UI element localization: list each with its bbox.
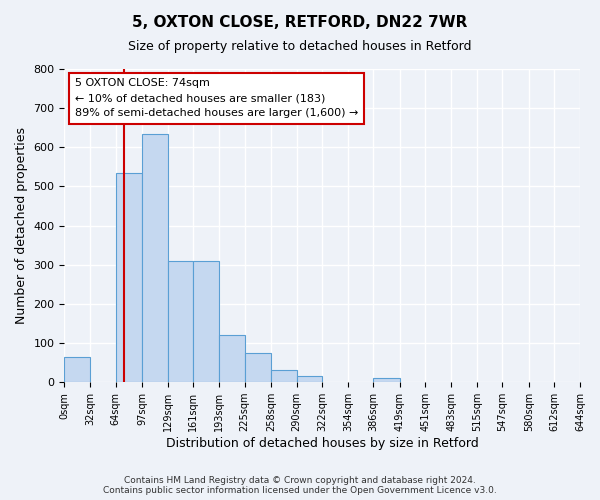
Bar: [219, 335, 245, 382]
Bar: [373, 378, 400, 382]
Bar: [142, 134, 167, 382]
Bar: [64, 357, 90, 382]
Y-axis label: Number of detached properties: Number of detached properties: [15, 127, 28, 324]
X-axis label: Distribution of detached houses by size in Retford: Distribution of detached houses by size …: [166, 437, 479, 450]
Bar: [245, 353, 271, 382]
Text: Contains HM Land Registry data © Crown copyright and database right 2024.
Contai: Contains HM Land Registry data © Crown c…: [103, 476, 497, 495]
Bar: [167, 261, 193, 382]
Text: 5 OXTON CLOSE: 74sqm
← 10% of detached houses are smaller (183)
89% of semi-deta: 5 OXTON CLOSE: 74sqm ← 10% of detached h…: [75, 78, 358, 118]
Text: Size of property relative to detached houses in Retford: Size of property relative to detached ho…: [128, 40, 472, 53]
Text: 5, OXTON CLOSE, RETFORD, DN22 7WR: 5, OXTON CLOSE, RETFORD, DN22 7WR: [133, 15, 467, 30]
Bar: [193, 261, 219, 382]
Bar: [296, 376, 322, 382]
Bar: [271, 370, 296, 382]
Bar: [116, 173, 142, 382]
